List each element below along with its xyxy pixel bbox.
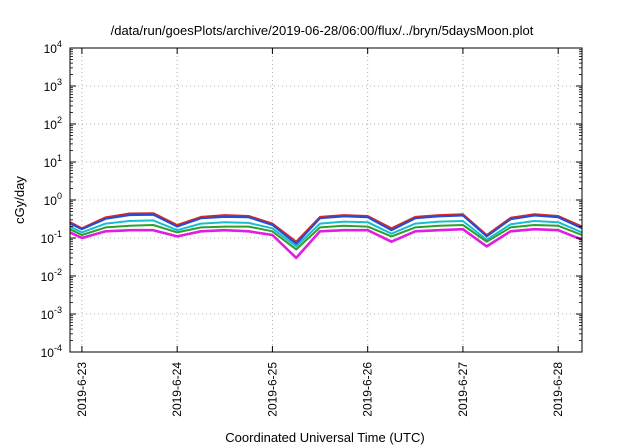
y-tick-label: 10-2 bbox=[41, 267, 62, 284]
y-tick-label: 100 bbox=[44, 191, 62, 208]
series-line-2 bbox=[69, 213, 583, 245]
y-tick-label-exponent: -3 bbox=[54, 305, 62, 315]
y-tick-label: 10-3 bbox=[41, 305, 62, 322]
y-tick-label-base: 10 bbox=[44, 42, 58, 56]
y-tick-label-exponent: 0 bbox=[57, 191, 62, 201]
y-tick-label-base: 10 bbox=[41, 346, 55, 360]
x-tick-label: 2019-6-28 bbox=[551, 362, 565, 417]
y-tick-label-exponent: 4 bbox=[57, 39, 62, 49]
y-tick-label-exponent: 2 bbox=[57, 115, 62, 125]
y-tick-label: 101 bbox=[44, 153, 62, 170]
series-line-3 bbox=[69, 219, 583, 248]
series-line-4 bbox=[69, 224, 583, 251]
x-tick-label: 2019-6-26 bbox=[361, 362, 375, 417]
x-tick-label: 2019-6-24 bbox=[170, 362, 184, 417]
y-tick-label: 10-1 bbox=[41, 229, 62, 246]
y-tick-label: 102 bbox=[44, 115, 62, 132]
series-group bbox=[69, 212, 583, 260]
y-tick-label-base: 10 bbox=[44, 194, 58, 208]
y-tick-label-exponent: -2 bbox=[54, 267, 62, 277]
y-tick-label-base: 10 bbox=[44, 80, 58, 94]
x-tick-label: 2019-6-25 bbox=[265, 362, 279, 417]
y-tick-label: 104 bbox=[44, 39, 62, 56]
y-axis-title: cGy/day bbox=[12, 176, 27, 224]
chart-title: /data/run/goesPlots/archive/2019-06-28/0… bbox=[111, 23, 534, 38]
y-tick-label-exponent: -1 bbox=[54, 229, 62, 239]
x-axis-ticks: 2019-6-23 2019-6-24 2019-6-25 2019-6-26 2019… bbox=[75, 48, 565, 417]
y-tick-label-base: 10 bbox=[44, 156, 58, 170]
y-tick-label-base: 10 bbox=[41, 308, 55, 322]
x-tick-label: 2019-6-23 bbox=[75, 362, 89, 417]
y-tick-label-exponent: 1 bbox=[57, 153, 62, 163]
y-tick-label: 10-4 bbox=[41, 343, 62, 360]
y-tick-label-base: 10 bbox=[44, 118, 58, 132]
y-tick-label-base: 10 bbox=[41, 232, 55, 246]
series-line-5 bbox=[69, 227, 583, 260]
y-tick-label-exponent: -4 bbox=[54, 343, 62, 353]
y-tick-label-exponent: 3 bbox=[57, 77, 62, 87]
x-tick-label: 2019-6-27 bbox=[456, 362, 470, 417]
grid bbox=[70, 48, 582, 352]
y-tick-label-base: 10 bbox=[41, 270, 55, 284]
x-axis-title: Coordinated Universal Time (UTC) bbox=[225, 430, 424, 445]
series-line-1 bbox=[69, 212, 583, 243]
y-tick-label: 103 bbox=[44, 77, 62, 94]
